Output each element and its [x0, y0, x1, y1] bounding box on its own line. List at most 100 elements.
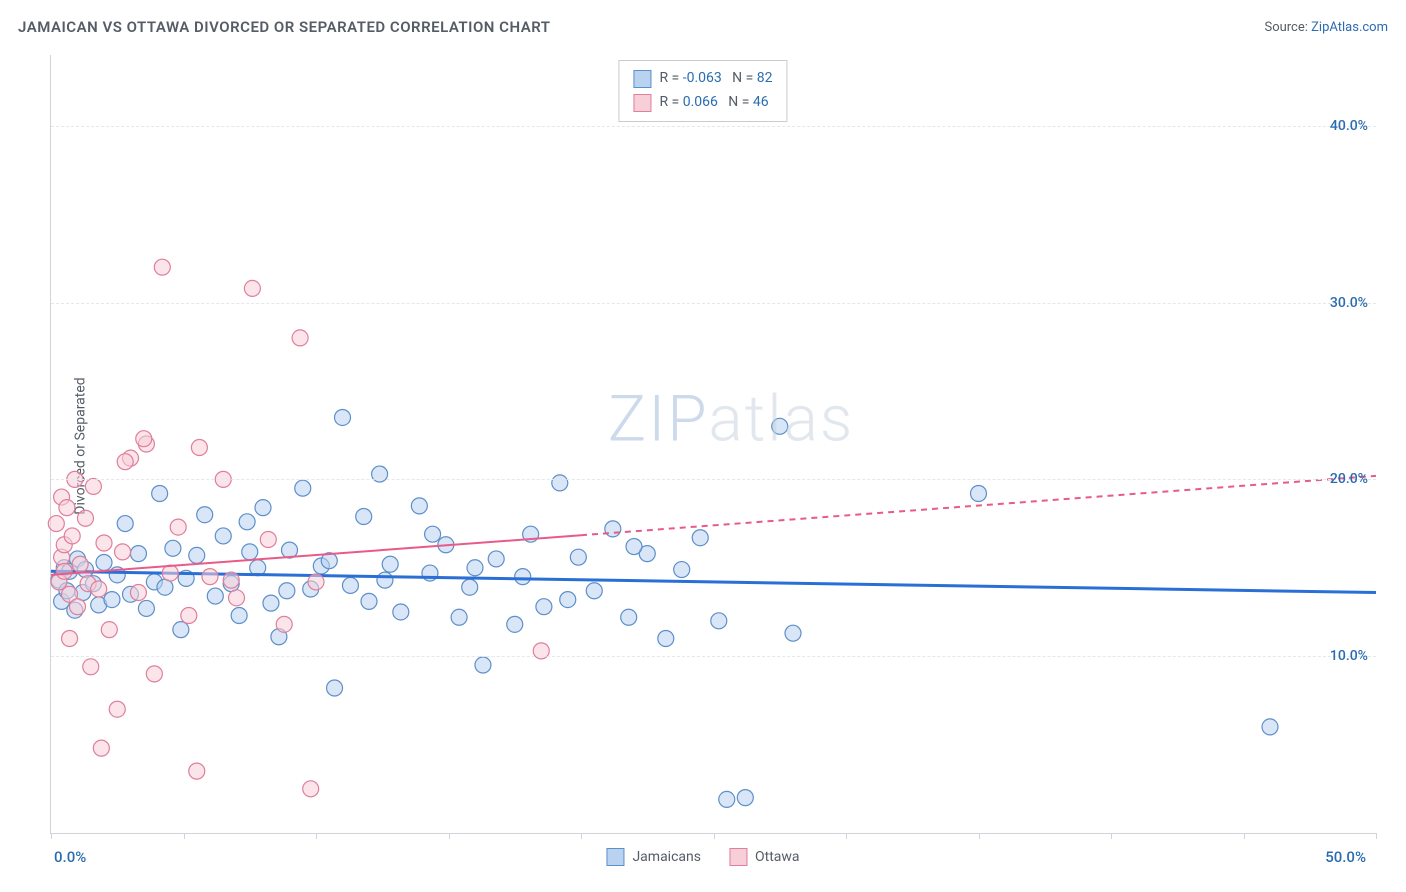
data-point: [393, 604, 409, 620]
y-tick-label: 30.0%: [1330, 295, 1368, 311]
data-point: [189, 547, 205, 563]
data-point: [244, 280, 260, 296]
data-point: [295, 480, 311, 496]
data-point: [189, 763, 205, 779]
data-point: [971, 486, 987, 502]
data-point: [475, 657, 491, 673]
x-tick: [1111, 833, 1112, 839]
x-tick: [979, 833, 980, 839]
source-link[interactable]: ZipAtlas.com: [1311, 20, 1388, 35]
data-point: [719, 791, 735, 807]
data-point: [48, 516, 64, 532]
data-point: [138, 600, 154, 616]
x-tick: [51, 833, 52, 839]
data-point: [552, 475, 568, 491]
source-attribution: Source: ZipAtlas.com: [1264, 20, 1388, 35]
data-point: [72, 556, 88, 572]
data-point: [507, 616, 523, 632]
legend-text: R = -0.063 N = 82: [659, 67, 772, 91]
legend-swatch: [633, 94, 651, 112]
legend-label: Jamaicans: [632, 849, 701, 865]
y-tick-label: 10.0%: [1330, 648, 1368, 664]
data-point: [101, 622, 117, 638]
data-point: [335, 409, 351, 425]
data-point: [207, 588, 223, 604]
data-point: [292, 330, 308, 346]
data-point: [327, 680, 343, 696]
data-point: [85, 478, 101, 494]
data-point: [242, 544, 258, 560]
x-axis-end-label: 50.0%: [1325, 848, 1366, 866]
data-point: [536, 599, 552, 615]
data-point: [83, 659, 99, 675]
data-point: [586, 583, 602, 599]
data-point: [263, 595, 279, 611]
data-point: [255, 500, 271, 516]
x-tick: [184, 833, 185, 839]
data-point: [711, 613, 727, 629]
legend-item: Ottawa: [729, 848, 800, 866]
data-point: [605, 521, 621, 537]
data-point: [342, 577, 358, 593]
data-point: [229, 590, 245, 606]
legend-item: Jamaicans: [606, 848, 701, 866]
series-legend: Jamaicans Ottawa: [606, 848, 799, 866]
data-point: [467, 560, 483, 576]
x-tick: [1376, 833, 1377, 839]
data-point: [260, 531, 276, 547]
data-point: [451, 609, 467, 625]
y-tick-label: 20.0%: [1330, 471, 1368, 487]
trend-line: [51, 571, 1376, 592]
x-axis-start-label: 0.0%: [54, 848, 86, 866]
gridline: [51, 126, 1376, 127]
data-point: [96, 554, 112, 570]
legend-swatch: [633, 70, 651, 88]
data-point: [785, 625, 801, 641]
data-point: [626, 539, 642, 555]
data-point: [59, 500, 75, 516]
data-point: [377, 572, 393, 588]
data-point: [382, 556, 398, 572]
legend-label: Ottawa: [755, 849, 800, 865]
data-point: [191, 440, 207, 456]
data-point: [223, 572, 239, 588]
trend-line-dashed: [581, 476, 1376, 535]
data-point: [64, 528, 80, 544]
gridline: [51, 656, 1376, 657]
data-point: [152, 486, 168, 502]
source-label: Source:: [1264, 20, 1311, 35]
data-point: [93, 740, 109, 756]
y-tick-label: 40.0%: [1330, 118, 1368, 134]
legend-swatch: [729, 848, 747, 866]
data-point: [570, 549, 586, 565]
x-tick: [1244, 833, 1245, 839]
data-point: [560, 592, 576, 608]
data-point: [154, 259, 170, 275]
data-point: [1262, 719, 1278, 735]
x-tick: [714, 833, 715, 839]
data-point: [181, 608, 197, 624]
data-point: [70, 599, 86, 615]
x-tick: [846, 833, 847, 839]
data-point: [115, 544, 131, 560]
data-point: [130, 585, 146, 601]
chart-title: JAMAICAN VS OTTAWA DIVORCED OR SEPARATED…: [18, 18, 550, 36]
data-point: [62, 631, 78, 647]
chart-header: JAMAICAN VS OTTAWA DIVORCED OR SEPARATED…: [18, 18, 1388, 36]
data-point: [356, 508, 372, 524]
data-point: [737, 790, 753, 806]
legend-swatch: [606, 848, 624, 866]
data-point: [772, 418, 788, 434]
data-point: [117, 516, 133, 532]
data-point: [488, 551, 504, 567]
data-point: [162, 565, 178, 581]
data-point: [109, 701, 125, 717]
data-point: [96, 535, 112, 551]
data-point: [239, 514, 255, 530]
data-point: [117, 454, 133, 470]
data-point: [692, 530, 708, 546]
data-point: [215, 528, 231, 544]
data-point: [173, 622, 189, 638]
plot-area: 10.0% 20.0% 30.0% 40.0%: [50, 55, 1376, 834]
data-point: [56, 563, 72, 579]
